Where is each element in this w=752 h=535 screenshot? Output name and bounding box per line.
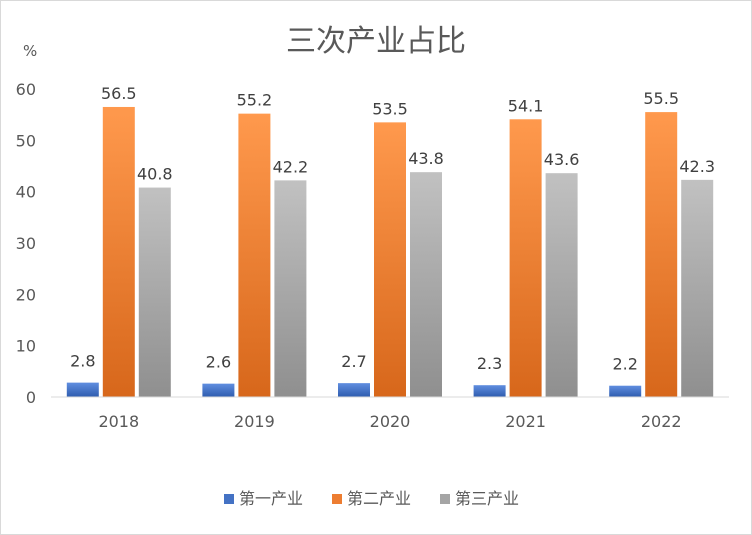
y-axis-unit: % xyxy=(23,42,37,60)
bar-第一产业-2019 xyxy=(202,383,235,397)
bar-第二产业-2020 xyxy=(374,122,406,397)
bar-第三产业-2021 xyxy=(545,173,578,397)
data-label: 2.8 xyxy=(70,352,95,371)
legend-label: 第二产业 xyxy=(347,489,411,508)
data-label: 42.3 xyxy=(679,157,715,176)
bar-第三产业-2018 xyxy=(138,187,171,397)
data-label: 54.1 xyxy=(508,96,544,115)
bar-第一产业-2018 xyxy=(66,382,99,397)
data-label: 56.5 xyxy=(101,84,137,103)
y-axis-ticks: 0 10 20 30 40 50 60 xyxy=(16,80,36,407)
bar-series-group xyxy=(66,106,714,397)
bar-第三产业-2022 xyxy=(681,179,714,397)
chart-title: 三次产业占比 xyxy=(286,24,466,59)
data-label: 2.6 xyxy=(206,353,231,372)
legend: 第一产业 第二产业 第三产业 xyxy=(224,489,519,508)
x-axis-ticks: 2018 2019 2020 2021 2022 xyxy=(98,412,681,431)
data-label: 43.6 xyxy=(544,150,580,169)
legend-swatch xyxy=(440,494,450,504)
data-label: 55.5 xyxy=(643,89,679,108)
y-tick-label: 20 xyxy=(16,285,36,304)
x-tick-label: 2022 xyxy=(641,412,682,431)
legend-swatch xyxy=(224,494,234,504)
data-label: 43.8 xyxy=(408,149,444,168)
bar-第二产业-2019 xyxy=(238,113,271,397)
x-tick-label: 2020 xyxy=(370,412,411,431)
legend-label: 第三产业 xyxy=(455,489,519,508)
y-tick-label: 40 xyxy=(16,183,36,202)
bar-第一产业-2022 xyxy=(609,385,642,397)
bar-第二产业-2021 xyxy=(509,119,542,397)
x-tick-label: 2021 xyxy=(505,412,546,431)
data-label: 55.2 xyxy=(237,91,273,110)
legend-swatch xyxy=(332,494,342,504)
data-label: 2.2 xyxy=(612,355,637,374)
data-label: 40.8 xyxy=(137,165,173,184)
bar-第三产业-2019 xyxy=(274,180,307,397)
bar-第一产业-2020 xyxy=(338,383,370,397)
y-tick-label: 10 xyxy=(16,337,36,356)
data-label: 53.5 xyxy=(372,99,408,118)
y-tick-label: 30 xyxy=(16,234,36,253)
data-label-group: 2.8 56.5 40.8 2.6 55.2 42.2 2.7 53.5 43.8 2.3 54.1… xyxy=(70,84,715,374)
y-tick-label: 0 xyxy=(26,388,36,407)
bar-第三产业-2020 xyxy=(410,172,442,397)
bar-第二产业-2018 xyxy=(102,106,135,397)
y-tick-label: 60 xyxy=(16,80,36,99)
legend-label: 第一产业 xyxy=(239,489,303,508)
data-label: 42.2 xyxy=(273,157,309,176)
x-tick-label: 2019 xyxy=(234,412,275,431)
bar-第一产业-2021 xyxy=(473,385,506,397)
y-tick-label: 50 xyxy=(16,131,36,150)
bar-第二产业-2022 xyxy=(645,112,678,397)
data-label: 2.7 xyxy=(341,352,366,371)
x-tick-label: 2018 xyxy=(98,412,139,431)
data-label: 2.3 xyxy=(477,354,502,373)
